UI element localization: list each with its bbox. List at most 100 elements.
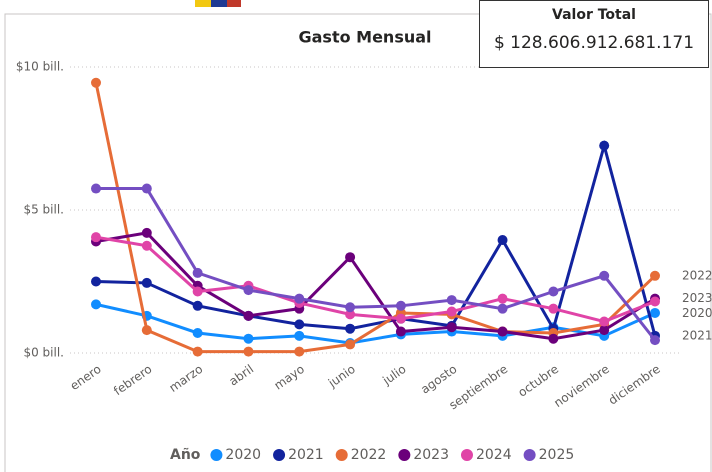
data-point [395, 313, 406, 324]
data-point [599, 316, 610, 327]
data-point [91, 77, 101, 88]
x-tick-label: agosto [418, 362, 459, 397]
data-point [91, 299, 101, 310]
series-line [95, 231, 656, 341]
data-point [548, 286, 559, 297]
data-point [497, 303, 508, 314]
series-line [96, 187, 657, 342]
x-tick-label: enero [68, 362, 104, 393]
data-point [650, 296, 660, 307]
data-point [345, 252, 356, 263]
logo [195, 0, 211, 7]
data-point [395, 326, 406, 337]
data-point [650, 270, 660, 281]
legend-item: 2022 [335, 447, 387, 463]
data-point [91, 183, 101, 194]
x-tick-label: julio [379, 362, 408, 388]
data-point [650, 307, 660, 318]
legend-marker [523, 449, 536, 461]
data-point [345, 302, 356, 313]
data-point [497, 235, 508, 246]
data-point [141, 325, 152, 336]
x-tick-label: abril [226, 362, 256, 389]
legend-item: 2024 [460, 447, 512, 463]
data-point [497, 326, 508, 337]
data-point [91, 276, 101, 287]
card-title: Valor Total [552, 7, 636, 23]
legend-item: 2025 [523, 447, 575, 463]
series-line [95, 302, 656, 345]
chart-title: Gasto Mensual [298, 28, 431, 47]
data-point [141, 183, 152, 194]
legend-item: 2021 [273, 447, 324, 463]
legend-label: 2024 [476, 447, 512, 463]
end-label: 2020 [682, 306, 712, 320]
x-tick-label: noviembre [551, 362, 612, 410]
legend-title: Año [170, 447, 201, 463]
data-point [243, 346, 254, 357]
data-point [345, 339, 356, 350]
data-point [548, 333, 559, 344]
x-tick-label: junio [325, 362, 358, 391]
end-label: 2021 [682, 328, 712, 342]
card-value: $ 128.606.912.681.171 [493, 33, 695, 53]
legend-marker [398, 449, 411, 461]
legend-label: 2025 [539, 447, 575, 463]
data-point [141, 277, 152, 288]
end-label: 2023 [682, 291, 712, 305]
data-point [192, 300, 203, 311]
x-tick-label: octubre [515, 362, 561, 400]
data-point [192, 327, 203, 338]
logo [227, 0, 241, 7]
legend-marker [210, 449, 223, 461]
legend-label: 2022 [351, 447, 387, 463]
legend-label: 2020 [225, 447, 261, 463]
data-point [243, 310, 254, 321]
data-point [446, 295, 457, 306]
data-point [599, 270, 610, 281]
data-point [141, 227, 152, 238]
y-tick-label: $10 bill. [16, 60, 64, 74]
logo [211, 0, 227, 7]
legend-marker [273, 449, 286, 461]
legend-label: 2021 [288, 447, 324, 463]
data-point [91, 232, 101, 243]
data-point [650, 335, 660, 346]
x-tick-label: febrero [111, 362, 154, 398]
data-point [446, 322, 457, 333]
data-point [548, 303, 559, 314]
x-tick-label: diciembre [606, 362, 663, 408]
data-point [294, 319, 305, 330]
data-point [395, 300, 406, 311]
kpi-card: Valor Total $ 128.606.912.681.171 [479, 0, 709, 68]
data-point [294, 346, 305, 357]
legend-marker [335, 449, 348, 461]
legend-item: 2023 [398, 447, 449, 463]
y-tick-label: $5 bill. [23, 203, 64, 217]
visual-border [4, 13, 712, 472]
data-point [345, 309, 356, 320]
end-label: 2022 [682, 268, 712, 282]
data-point [243, 285, 254, 296]
x-tick-label: mayo [272, 362, 307, 393]
data-point [599, 325, 610, 336]
data-point [446, 306, 457, 317]
y-tick-label: $0 bill. [23, 346, 64, 360]
data-point [497, 293, 508, 304]
data-point [192, 286, 203, 297]
x-tick-label: marzo [167, 362, 206, 395]
series-line [94, 82, 657, 354]
data-point [192, 346, 203, 357]
data-point [141, 240, 152, 251]
data-point [243, 333, 254, 344]
legend-marker [460, 449, 473, 461]
data-point [294, 293, 305, 304]
legend-item: 2020 [210, 447, 261, 463]
data-point [345, 323, 356, 334]
data-point [294, 330, 305, 341]
series-line [95, 235, 656, 324]
data-point [599, 140, 610, 151]
series-line [95, 139, 657, 337]
